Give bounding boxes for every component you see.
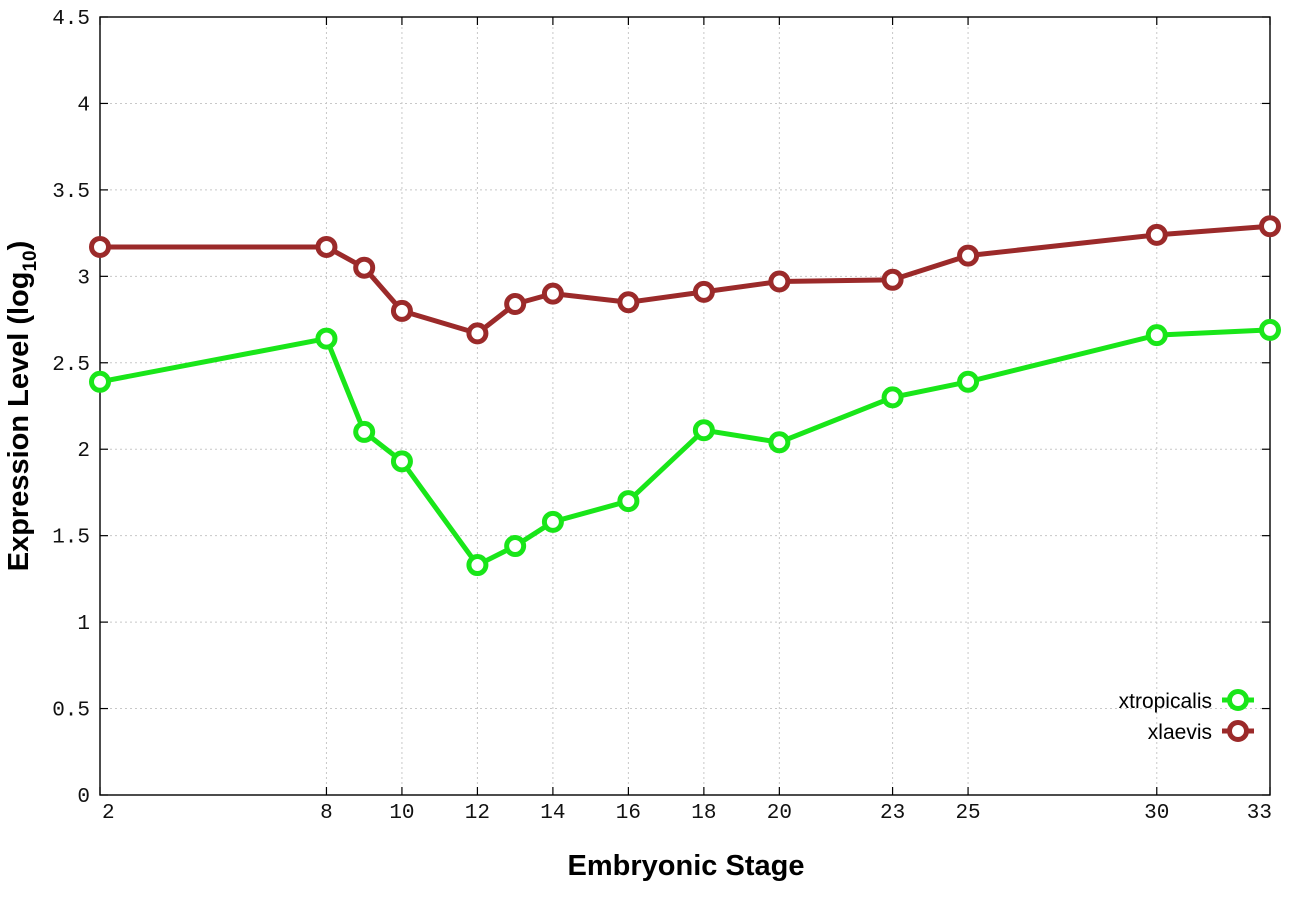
- data-point-xtropicalis: [89, 370, 111, 393]
- data-point-xtropicalis: [1259, 318, 1281, 341]
- y-tick-label: 4: [77, 94, 90, 117]
- data-point-xlaevis: [353, 256, 376, 279]
- x-tick-label: 16: [616, 802, 641, 825]
- y-tick-label: 1.5: [52, 527, 90, 550]
- x-tick-label: 14: [540, 802, 565, 825]
- legend-label-xtropicalis: xtropicalis: [1119, 690, 1212, 713]
- data-point-xlaevis: [504, 292, 527, 315]
- x-tick-label: 20: [767, 802, 792, 825]
- data-point-xlaevis: [466, 322, 489, 345]
- data-point-xtropicalis: [617, 490, 640, 513]
- series-xlaevis: [89, 215, 1281, 345]
- data-point-xtropicalis: [353, 420, 376, 443]
- plot-frame: [99, 16, 1271, 796]
- data-point-xtropicalis: [881, 386, 904, 409]
- series-layer: [89, 215, 1281, 577]
- y-tick-label: 4.5: [52, 8, 90, 31]
- data-point-xtropicalis: [768, 431, 791, 454]
- data-point-xlaevis: [541, 282, 564, 305]
- series-xtropicalis: [89, 318, 1281, 577]
- x-tick-label: 2: [102, 802, 115, 825]
- x-tick-label: 33: [1247, 802, 1272, 825]
- x-tick-label: 8: [320, 802, 333, 825]
- y-axis-title: Expression Level (log10): [3, 241, 41, 572]
- data-point-xtropicalis: [466, 554, 489, 577]
- y-axis-title-main: Expression Level (log: [3, 272, 35, 572]
- x-tick-label: 12: [465, 802, 490, 825]
- y-tick-label: 2.5: [52, 354, 90, 377]
- data-point-xtropicalis: [504, 535, 527, 558]
- legend-marker-xlaevis: [1227, 720, 1249, 742]
- data-point-xtropicalis: [957, 370, 980, 393]
- data-point-xtropicalis: [692, 419, 715, 442]
- x-axis-title: Embryonic Stage: [568, 850, 805, 882]
- y-tick-label: 1: [77, 613, 90, 636]
- y-tick-label: 3: [77, 267, 90, 290]
- y-axis-title-end: ): [3, 241, 35, 251]
- y-tick-label: 0: [77, 786, 90, 809]
- data-point-xtropicalis: [541, 510, 564, 533]
- x-tick-label: 18: [691, 802, 716, 825]
- data-point-xlaevis: [692, 280, 715, 303]
- legend-marker-xtropicalis: [1227, 689, 1249, 711]
- data-point-xtropicalis: [390, 450, 413, 473]
- data-point-xlaevis: [1145, 223, 1168, 246]
- x-axis-tick-labels: 2 8 10 12 14 16 18 20 23 25 30 33: [102, 802, 1272, 825]
- grid-lines: [99, 16, 1271, 796]
- y-axis-tick-labels: 0 0.5 1 1.5 2 2.5 3 3.5 4 4.5: [52, 8, 90, 809]
- legend-label-xlaevis: xlaevis: [1148, 721, 1212, 744]
- series-line-xtropicalis: [99, 327, 1271, 568]
- legend: xtropicalis xlaevis: [1119, 689, 1254, 744]
- x-tick-label: 25: [955, 802, 980, 825]
- data-point-xlaevis: [315, 235, 338, 258]
- data-point-xtropicalis: [1145, 324, 1168, 347]
- x-tick-label: 30: [1144, 802, 1169, 825]
- data-point-xlaevis: [390, 299, 413, 322]
- x-tick-label: 23: [880, 802, 905, 825]
- data-point-xtropicalis: [315, 327, 338, 350]
- data-point-xlaevis: [1259, 215, 1281, 238]
- x-tick-label: 10: [389, 802, 414, 825]
- data-point-xlaevis: [617, 291, 640, 314]
- y-tick-label: 3.5: [52, 181, 90, 204]
- y-axis-title-subscript: 10: [20, 250, 41, 271]
- data-point-xlaevis: [957, 244, 980, 267]
- y-tick-label: 2: [77, 440, 90, 463]
- series-line-xlaevis: [100, 223, 1271, 336]
- data-point-xlaevis: [881, 268, 904, 291]
- data-point-xlaevis: [768, 270, 791, 293]
- axis-ticks: [99, 16, 1271, 796]
- y-tick-label: 0.5: [52, 700, 90, 723]
- data-point-xlaevis: [89, 235, 111, 258]
